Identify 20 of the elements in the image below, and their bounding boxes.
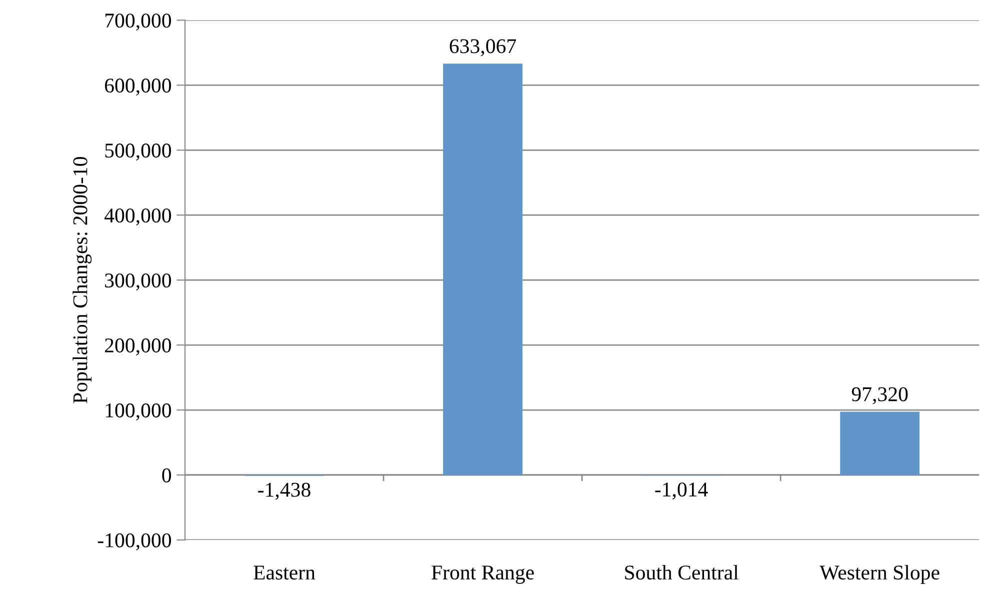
y-tick-label: 300,000: [105, 273, 172, 290]
x-tick-label: Western Slope: [820, 564, 940, 584]
y-tick-label: 0: [162, 468, 172, 482]
y-tick-label: 200,000: [105, 338, 172, 356]
bar: [840, 412, 920, 475]
x-tick-label: Front Range: [432, 566, 534, 584]
y-tick-label: 400,000: [104, 208, 172, 226]
bar: [443, 64, 522, 475]
y-tick-label: 500,000: [105, 144, 172, 161]
y-tick-label: -100,000: [98, 533, 172, 550]
y-axis-title: Population Changes: 2000-10: [72, 157, 92, 404]
y-tick-label: 700,000: [105, 14, 172, 31]
data-label: 633,067: [450, 39, 516, 56]
data-label: 97,320: [852, 387, 908, 404]
data-label: -1,438: [258, 482, 310, 500]
x-tick-label: Eastern: [254, 566, 316, 580]
y-tick-label: 600,000: [104, 78, 172, 96]
x-tick-label: South Central: [625, 564, 738, 580]
y-tick-label: 100,000: [106, 403, 172, 420]
data-label: -1,014: [655, 482, 708, 500]
